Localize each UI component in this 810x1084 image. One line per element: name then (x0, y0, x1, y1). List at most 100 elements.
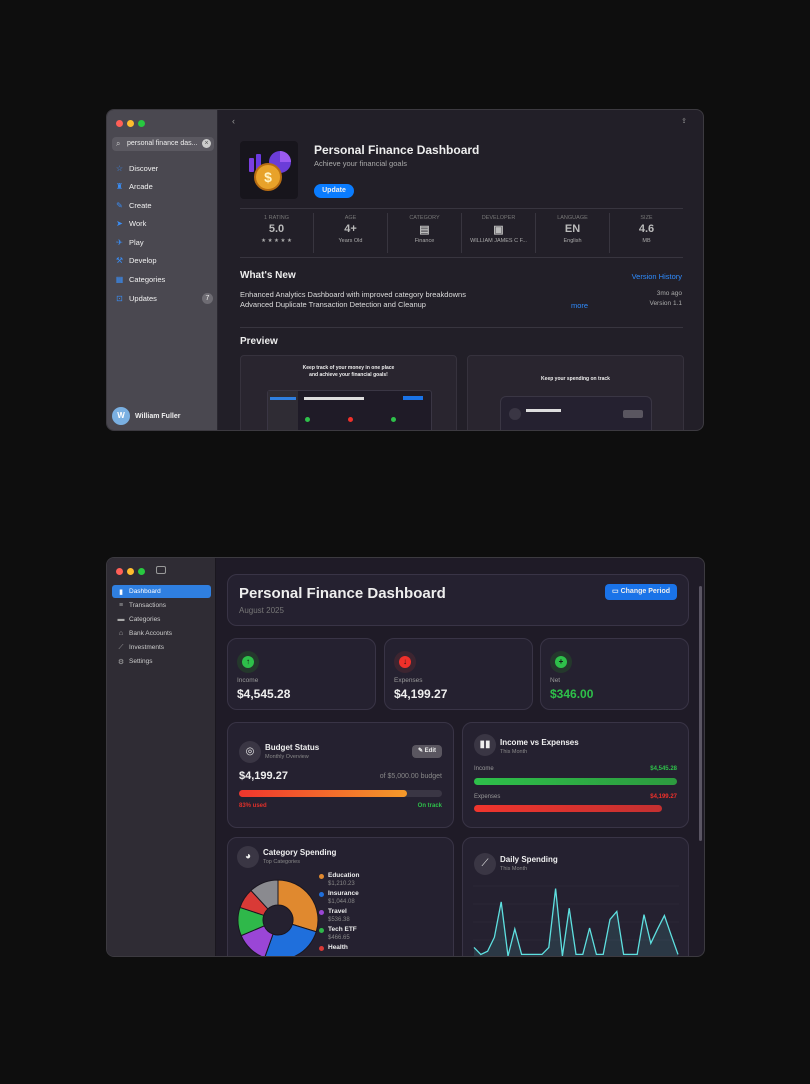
budget-progress-track (239, 790, 442, 797)
label: Updates (129, 294, 157, 303)
stat-label: CATEGORY (409, 215, 440, 221)
target-icon: ◎ (239, 741, 261, 763)
sidebar-item-create[interactable]: ✎ Create (115, 201, 213, 210)
xmark-circle-icon[interactable]: × (202, 139, 211, 148)
label: Discover (129, 164, 159, 173)
card-title: Income vs Expenses (500, 738, 579, 747)
version-label: Version 1.1 (649, 300, 682, 307)
legend-dot (319, 874, 324, 879)
update-button[interactable]: Update (314, 184, 354, 198)
more-link[interactable]: more (571, 301, 589, 310)
mini-budget-card-image (500, 396, 652, 430)
expenses-value: $4,199.27 (650, 794, 677, 800)
sidebar-item-investments[interactable]: ⟋ Investments (112, 641, 211, 654)
change-period-button[interactable]: ▭ Change Period (605, 584, 677, 600)
stat-sub: Finance (414, 238, 435, 244)
stat-value: 5.0 (268, 223, 285, 235)
card-subtitle: Top Categories (263, 859, 300, 865)
stat-value: EN (564, 223, 581, 235)
sidebar-item-transactions[interactable]: ≡ Transactions (112, 599, 211, 612)
sidebar-toggle-icon[interactable] (156, 566, 166, 574)
chart-bar-icon: ▮ (119, 588, 123, 596)
arrow-down-circle-icon: ↓ (394, 651, 416, 673)
stat-size: SIZE 4.6 MB (610, 213, 683, 253)
edit-button[interactable]: ✎ Edit (412, 745, 442, 758)
sidebar-item-categories[interactable]: ▦ Categories (115, 275, 213, 284)
joystick-icon: ♜ (115, 182, 124, 191)
expenses-bar (474, 805, 662, 812)
legend-item-health: Health (319, 944, 348, 952)
daily-spending-chart (473, 885, 679, 956)
svg-text:$: $ (264, 169, 272, 185)
sidebar-item-bank-accounts[interactable]: ⌂ Bank Accounts (112, 627, 211, 640)
legend-value: $536.38 (328, 917, 350, 923)
legend-dot (319, 946, 324, 951)
minimize-button[interactable] (127, 568, 134, 575)
sidebar-item-discover[interactable]: ☆ Discover (115, 164, 213, 173)
stat-label: LANGUAGE (557, 215, 588, 221)
sidebar-item-settings[interactable]: ⚙ Settings (112, 655, 211, 668)
legend-item-tech-etf: Tech ETF $466.65 (319, 926, 357, 942)
scrollbar[interactable] (699, 586, 702, 841)
pie-chart-icon: ◕ (237, 846, 259, 868)
legend-dot (319, 928, 324, 933)
label: Develop (129, 256, 157, 265)
zoom-button[interactable] (138, 568, 145, 575)
label: Create (129, 201, 152, 210)
preview-caption: Keep track of your money in one place (302, 365, 395, 371)
stat-label: 1 RATING (264, 215, 289, 221)
preview-screenshot-1[interactable]: Keep track of your money in one place an… (240, 355, 457, 430)
zoom-button[interactable] (138, 120, 145, 127)
divider (240, 257, 683, 258)
label: Categories (129, 616, 161, 623)
stat-language: LANGUAGE EN English (536, 213, 610, 253)
calendar-icon: ▭ (612, 588, 621, 595)
sidebar-item-develop[interactable]: ⚒ Develop (115, 256, 213, 265)
close-button[interactable] (116, 120, 123, 127)
income-value: $4,545.28 (650, 766, 677, 772)
search-input[interactable]: ⌕ personal finance das... × (112, 137, 214, 151)
hammer-icon: ⚒ (115, 256, 124, 265)
income-bar (474, 778, 677, 785)
sidebar-item-categories[interactable]: ▬ Categories (112, 613, 211, 626)
header-card: Personal Finance Dashboard August 2025 ▭… (227, 574, 689, 626)
budget-spent: $4,199.27 (239, 770, 288, 782)
sidebar-item-arcade[interactable]: ♜ Arcade (115, 182, 213, 191)
stat-value: 4.6 (638, 223, 655, 235)
sidebar-item-dashboard[interactable]: ▮ Dashboard (112, 585, 211, 598)
period-label: August 2025 (239, 606, 284, 615)
label: Investments (129, 644, 165, 651)
stat-sub: Years Old (338, 238, 363, 244)
search-value: personal finance das... (127, 140, 198, 147)
preview-screenshot-2[interactable]: Keep your spending on track (467, 355, 684, 430)
budget-status-card: ◎ Budget Status Monthly Overview ✎ Edit … (227, 722, 454, 828)
minimize-button[interactable] (127, 120, 134, 127)
pie-slice-insurance (264, 923, 317, 956)
close-button[interactable] (116, 568, 123, 575)
page-title: Personal Finance Dashboard (239, 585, 446, 602)
sidebar-item-updates[interactable]: ⊡ Updates 7 (115, 293, 213, 304)
list-icon: ≡ (118, 602, 124, 609)
user-account[interactable]: W William Fuller (112, 407, 180, 425)
summary-card-income: ↑ Income $4,545.28 (227, 638, 376, 710)
summary-value: $346.00 (550, 687, 594, 701)
legend-name: Education (328, 872, 360, 879)
chart-bar-icon: ▮▮ (474, 734, 496, 756)
sidebar-item-work[interactable]: ➤ Work (115, 219, 213, 228)
store-main: ‹ ⇪ $ Personal Finance Dashboard Achieve… (218, 110, 703, 430)
person-square-icon: ▣ (493, 224, 504, 236)
category-spending-card: ◕ Category Spending Top Categories Educa… (227, 837, 454, 956)
sidebar-item-play[interactable]: ✈ Play (115, 238, 213, 247)
store-sidebar: ⌕ personal finance das... × ☆ Discover ♜ A… (107, 110, 218, 430)
back-chevron-icon[interactable]: ‹ (232, 116, 235, 126)
version-history-link[interactable]: Version History (631, 272, 682, 281)
download-icon: ⊡ (116, 294, 123, 303)
stat-developer[interactable]: DEVELOPER ▣ WILLIAM JAMES C F... (462, 213, 536, 253)
whats-new-line: Enhanced Analytics Dashboard with improv… (240, 290, 466, 299)
budget-used: 83% used (239, 803, 267, 809)
stat-age: AGE 4+ Years Old (314, 213, 388, 253)
budget-status: On track (417, 803, 442, 809)
stat-category[interactable]: CATEGORY ▤ Finance (388, 213, 462, 253)
expenses-label: Expenses (474, 794, 501, 800)
share-icon[interactable]: ⇪ (681, 118, 687, 125)
